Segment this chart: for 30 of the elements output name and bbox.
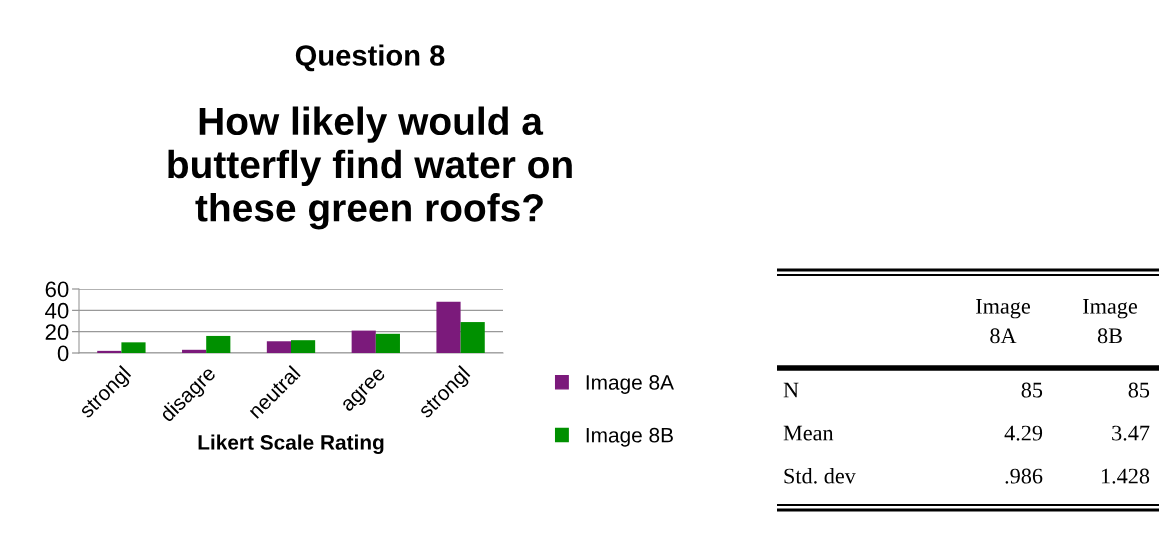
- x-axis-title: Likert Scale Rating: [198, 434, 384, 454]
- bar: [206, 335, 231, 353]
- y-tick-label: 60: [45, 281, 69, 298]
- legend-label: Image 8B: [586, 427, 673, 447]
- bar: [97, 350, 122, 353]
- text: 1.428: [1101, 468, 1150, 484]
- chart-title: Question 8: [295, 44, 445, 72]
- text: Std. dev: [784, 467, 856, 484]
- bar: [291, 340, 316, 353]
- text: 85: [1128, 382, 1150, 398]
- bar: [460, 322, 485, 353]
- bar: [266, 341, 291, 353]
- bar: [375, 333, 400, 353]
- y-tick-label: 0: [57, 345, 69, 362]
- text: 3.47: [1112, 425, 1150, 441]
- bar: [351, 330, 376, 353]
- bar: [182, 349, 207, 353]
- legend-label: Image 8A: [586, 375, 674, 394]
- text: Image 8B: [1083, 299, 1137, 344]
- text: 4.29: [1004, 425, 1043, 441]
- y-tick-label: 40: [45, 302, 69, 319]
- bar: [121, 342, 146, 353]
- chart-subtitle: How likely would a butterfly find water on these green roofs?: [168, 106, 572, 230]
- text: Image 8A: [976, 299, 1030, 344]
- text: .986: [1005, 468, 1043, 484]
- bar: [436, 301, 461, 353]
- text: Mean: [783, 425, 834, 441]
- y-tick-label: 20: [45, 324, 69, 340]
- text: N: [783, 382, 799, 398]
- text: 85: [1021, 382, 1043, 398]
